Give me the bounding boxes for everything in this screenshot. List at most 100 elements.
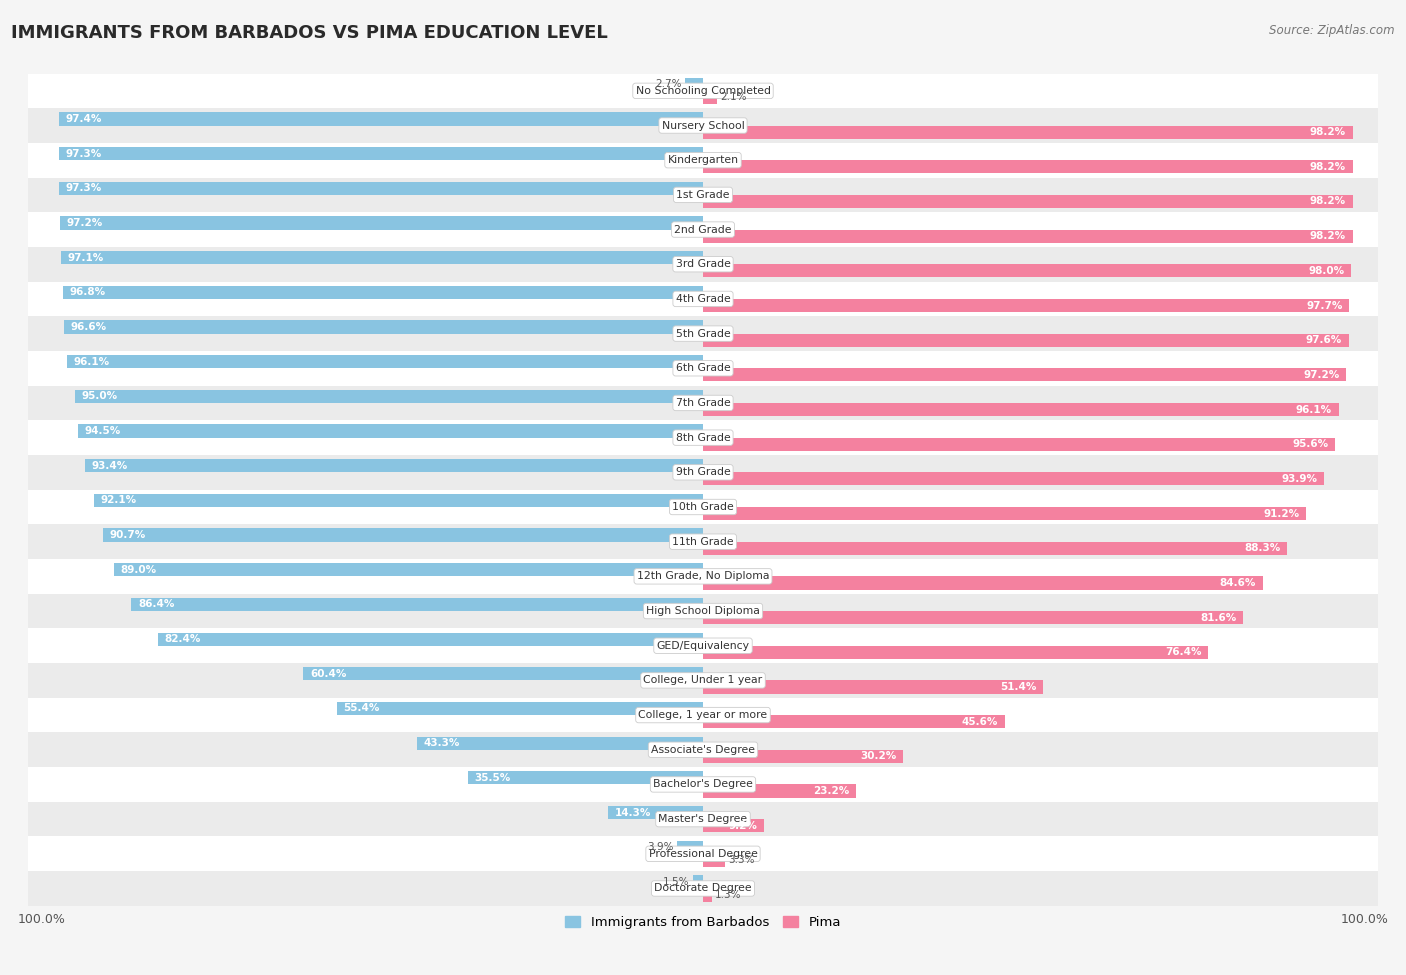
- Text: 98.2%: 98.2%: [1310, 197, 1346, 207]
- Text: 9.2%: 9.2%: [728, 821, 758, 831]
- Bar: [28, 628, 1378, 663]
- Bar: [28, 316, 1378, 351]
- Bar: [703, 785, 856, 798]
- Bar: [28, 837, 1378, 871]
- Text: 11th Grade: 11th Grade: [672, 536, 734, 547]
- Bar: [65, 321, 703, 333]
- Bar: [114, 564, 703, 576]
- Bar: [685, 78, 703, 91]
- Text: 98.2%: 98.2%: [1310, 127, 1346, 137]
- Text: 97.3%: 97.3%: [66, 183, 103, 193]
- Text: 45.6%: 45.6%: [962, 717, 998, 726]
- Bar: [416, 736, 703, 750]
- Text: 12th Grade, No Diploma: 12th Grade, No Diploma: [637, 571, 769, 581]
- Text: Master's Degree: Master's Degree: [658, 814, 748, 824]
- Bar: [609, 806, 703, 819]
- Bar: [59, 181, 703, 195]
- Text: 14.3%: 14.3%: [614, 807, 651, 817]
- Text: 3.3%: 3.3%: [728, 855, 755, 866]
- Text: 97.2%: 97.2%: [66, 218, 103, 228]
- Bar: [157, 633, 703, 645]
- Bar: [468, 771, 703, 785]
- Text: Bachelor's Degree: Bachelor's Degree: [652, 779, 754, 790]
- Bar: [59, 112, 703, 126]
- Text: 84.6%: 84.6%: [1219, 578, 1256, 588]
- Bar: [703, 854, 725, 867]
- Text: 51.4%: 51.4%: [1000, 682, 1036, 692]
- Bar: [703, 229, 1353, 243]
- Bar: [28, 247, 1378, 282]
- Text: 98.2%: 98.2%: [1310, 231, 1346, 241]
- Text: 90.7%: 90.7%: [110, 530, 146, 540]
- Text: 96.1%: 96.1%: [75, 357, 110, 367]
- Text: 97.1%: 97.1%: [67, 253, 104, 262]
- Bar: [60, 251, 703, 264]
- Text: 95.0%: 95.0%: [82, 391, 117, 402]
- Text: 86.4%: 86.4%: [138, 600, 174, 609]
- Text: Kindergarten: Kindergarten: [668, 155, 738, 165]
- Bar: [703, 819, 763, 833]
- Bar: [28, 594, 1378, 628]
- Text: 2.7%: 2.7%: [655, 79, 682, 90]
- Text: 95.6%: 95.6%: [1292, 439, 1329, 449]
- Bar: [703, 126, 1353, 138]
- Text: 6th Grade: 6th Grade: [676, 364, 730, 373]
- Text: 8th Grade: 8th Grade: [676, 433, 730, 443]
- Text: 98.0%: 98.0%: [1309, 266, 1344, 276]
- Bar: [703, 472, 1324, 486]
- Bar: [59, 147, 703, 160]
- Bar: [703, 888, 711, 902]
- Bar: [703, 681, 1043, 693]
- Text: Associate's Degree: Associate's Degree: [651, 745, 755, 755]
- Text: 1.3%: 1.3%: [714, 890, 741, 900]
- Text: GED/Equivalency: GED/Equivalency: [657, 641, 749, 650]
- Text: 5th Grade: 5th Grade: [676, 329, 730, 338]
- Bar: [28, 871, 1378, 906]
- Text: 7th Grade: 7th Grade: [676, 398, 730, 408]
- Text: 3.9%: 3.9%: [647, 842, 673, 852]
- Text: 97.7%: 97.7%: [1306, 300, 1343, 310]
- Bar: [28, 489, 1378, 525]
- Text: Doctorate Degree: Doctorate Degree: [654, 883, 752, 893]
- Text: 81.6%: 81.6%: [1199, 612, 1236, 623]
- Bar: [703, 645, 1208, 659]
- Bar: [28, 732, 1378, 767]
- Text: 94.5%: 94.5%: [84, 426, 121, 436]
- Text: 2.1%: 2.1%: [720, 93, 747, 102]
- Bar: [703, 369, 1346, 381]
- Text: 88.3%: 88.3%: [1244, 543, 1281, 553]
- Text: 96.1%: 96.1%: [1296, 405, 1331, 414]
- Bar: [28, 698, 1378, 732]
- Text: 1.5%: 1.5%: [664, 877, 690, 887]
- Text: 93.9%: 93.9%: [1281, 474, 1317, 484]
- Bar: [703, 576, 1263, 590]
- Bar: [131, 598, 703, 611]
- Bar: [703, 715, 1005, 728]
- Bar: [75, 390, 703, 403]
- Bar: [28, 177, 1378, 213]
- Text: 92.1%: 92.1%: [100, 495, 136, 505]
- Bar: [703, 299, 1350, 312]
- Text: 55.4%: 55.4%: [343, 704, 380, 714]
- Text: IMMIGRANTS FROM BARBADOS VS PIMA EDUCATION LEVEL: IMMIGRANTS FROM BARBADOS VS PIMA EDUCATI…: [11, 24, 607, 42]
- Text: 2nd Grade: 2nd Grade: [675, 224, 731, 235]
- Bar: [28, 143, 1378, 177]
- Text: 97.4%: 97.4%: [65, 114, 101, 124]
- Bar: [60, 216, 703, 229]
- Bar: [703, 264, 1351, 278]
- Bar: [703, 195, 1353, 208]
- Text: 96.8%: 96.8%: [69, 288, 105, 297]
- Text: 60.4%: 60.4%: [311, 669, 346, 679]
- Text: Professional Degree: Professional Degree: [648, 849, 758, 859]
- Bar: [28, 282, 1378, 316]
- Text: 97.3%: 97.3%: [66, 148, 103, 159]
- Bar: [28, 455, 1378, 489]
- Text: 76.4%: 76.4%: [1166, 647, 1202, 657]
- Bar: [28, 559, 1378, 594]
- Text: 3rd Grade: 3rd Grade: [675, 259, 731, 269]
- Bar: [28, 73, 1378, 108]
- Text: 89.0%: 89.0%: [121, 565, 157, 575]
- Bar: [28, 801, 1378, 837]
- Bar: [703, 438, 1336, 450]
- Bar: [703, 91, 717, 104]
